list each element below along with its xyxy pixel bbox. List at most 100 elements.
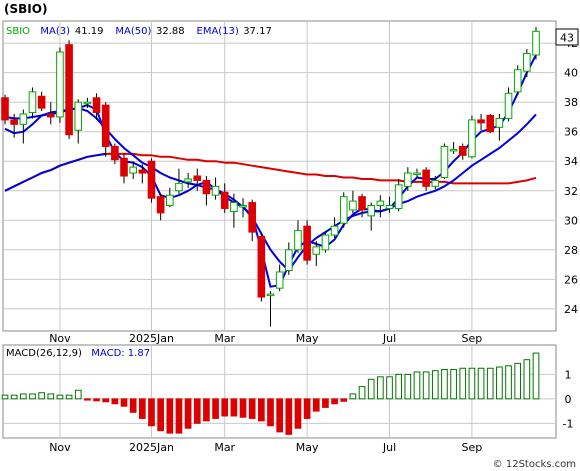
macd-bar-negative (157, 398, 164, 432)
candle (303, 220, 311, 265)
macd-bar-negative (148, 398, 155, 427)
price-legend-value: 32.88 (156, 26, 185, 37)
candle-body-down (220, 191, 229, 209)
candle (440, 143, 449, 179)
macd-bar-positive (505, 365, 512, 400)
macd-bar-positive (349, 393, 357, 400)
candle (111, 143, 119, 165)
macd-legend: MACD(26,12,9) MACD: 1.87 (6, 348, 150, 359)
candle (138, 164, 147, 184)
candle-body-up (165, 194, 174, 207)
macd-bar-negative (93, 398, 100, 402)
candle-body-up (321, 234, 330, 251)
macd-bar-positive (56, 394, 64, 400)
candle-body-down (65, 44, 73, 136)
candle (422, 167, 430, 191)
candle-body-up (294, 230, 302, 251)
candle-body-down (422, 169, 430, 187)
candle-body-up (239, 205, 247, 208)
candle-body-down (147, 160, 156, 199)
macd-bar-negative (303, 398, 311, 419)
price-y-tick-label: 28 (564, 244, 578, 257)
ma50-early-segment (4, 152, 106, 192)
macd-bar-negative (175, 398, 183, 434)
macd-x-tick-label: May (296, 441, 319, 454)
price-gridlines (3, 21, 556, 331)
candle-body-up (19, 113, 28, 125)
candle (413, 168, 421, 178)
candle (385, 196, 394, 213)
candle (349, 190, 357, 213)
macd-x-tick-label: Jul (382, 441, 396, 454)
candle (266, 291, 275, 327)
ema13-line (4, 107, 537, 272)
candle-body-down (111, 145, 119, 161)
last-price-box (555, 28, 579, 46)
macd-bar-negative (120, 398, 128, 407)
last-price-label: 43 (560, 32, 574, 45)
price-legend-label: MA(3) (40, 26, 70, 37)
candle-body-down (486, 114, 495, 133)
macd-bar-negative (331, 398, 338, 405)
price-y-tick-label: 36 (564, 126, 578, 139)
candle (449, 142, 458, 154)
macd-bar-positive (358, 386, 366, 400)
candle-body-down (37, 95, 46, 109)
macd-legend-value: 1.87 (128, 348, 150, 359)
candle-body-up (211, 185, 220, 196)
candle (532, 26, 540, 60)
candle (10, 114, 18, 138)
candle-body-up (56, 51, 64, 118)
candle-body-up (513, 69, 522, 93)
candle (504, 87, 513, 122)
candle (458, 143, 467, 160)
macd-bar-positive (19, 393, 27, 400)
candle-body-down (257, 236, 266, 298)
macd-legend-label: MACD: (91, 348, 124, 359)
candle (184, 173, 192, 188)
candle-body-up (230, 202, 238, 212)
candle (175, 168, 183, 194)
candle-body-up (413, 172, 421, 176)
candle-body-down (193, 175, 202, 181)
candle (37, 91, 46, 112)
candle (83, 97, 92, 109)
candle (431, 176, 440, 190)
candle (394, 178, 403, 212)
candle (477, 114, 485, 131)
price-x-tick-label: Nov (49, 332, 71, 345)
candle (230, 193, 238, 228)
candle (211, 177, 220, 200)
macd-x-tick-label: Mar (214, 441, 235, 454)
price-legend-label: MA(50) (115, 26, 151, 37)
candle-body-down (138, 169, 147, 174)
candle (339, 192, 348, 228)
price-legend-value: 37.17 (243, 26, 272, 37)
candle-body-up (468, 119, 476, 158)
candle (92, 93, 101, 120)
candle-body-up (74, 101, 83, 131)
candle-body-up (404, 172, 412, 187)
macd-bar-positive (523, 359, 531, 400)
macd-bar-positive (404, 373, 412, 400)
macd-bar-positive (386, 376, 393, 400)
price-legend-label: EMA(13) (197, 26, 239, 37)
macd-bar-positive (1, 394, 9, 400)
macd-bar-negative (212, 398, 219, 419)
candle-body-down (46, 113, 55, 118)
candle-body-up (495, 117, 504, 128)
macd-bar-positive (532, 352, 540, 400)
candle (294, 220, 302, 253)
macd-bar-positive (459, 367, 467, 400)
price-legend-label: SBIO (6, 26, 30, 37)
candle (1, 94, 9, 125)
candle (275, 264, 284, 292)
candle-body-down (101, 104, 110, 147)
price-y-tick-label: 38 (564, 96, 578, 109)
candle-body-up (431, 179, 440, 187)
macd-bar-positive (395, 373, 403, 400)
macd-bar-positive (413, 371, 421, 400)
macd-bar-positive (496, 366, 503, 400)
candle (220, 183, 229, 213)
